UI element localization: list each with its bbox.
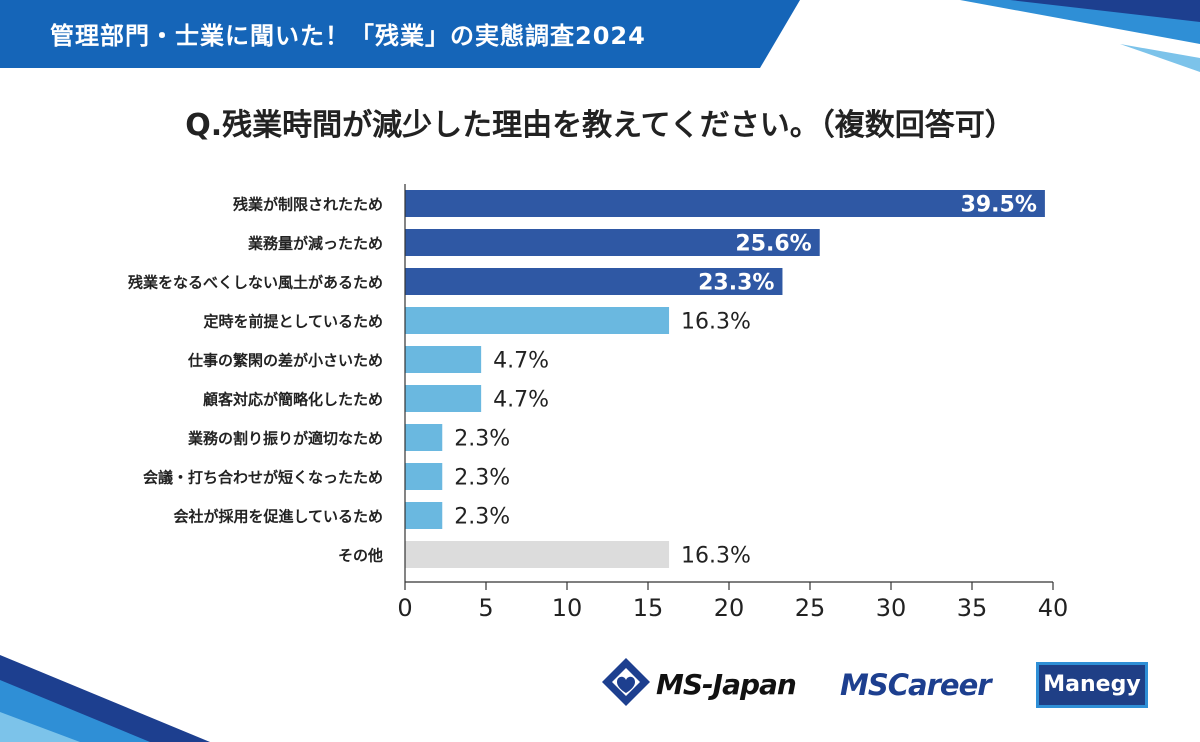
bar — [405, 268, 783, 295]
value-label: 2.3% — [454, 466, 510, 491]
x-tick-label: 5 — [478, 594, 493, 622]
value-label: 4.7% — [493, 388, 549, 413]
bar — [405, 190, 1045, 217]
bar — [405, 229, 820, 256]
x-tick-label: 10 — [552, 594, 583, 622]
header-banner — [0, 0, 800, 68]
category-label: その他 — [338, 547, 383, 565]
top-right-stripe-accent — [1120, 44, 1200, 72]
value-label: 23.3% — [698, 271, 774, 296]
value-label: 25.6% — [735, 232, 811, 257]
bar — [405, 463, 443, 490]
value-label: 16.3% — [681, 310, 751, 335]
category-label: 会社が採用を促進しているため — [173, 508, 383, 526]
x-tick-label: 15 — [633, 594, 664, 622]
category-label: 会議・打ち合わせが短くなったため — [143, 469, 383, 487]
x-tick-label: 0 — [397, 594, 412, 622]
ms-japan-logo-icon — [602, 658, 650, 706]
logo-row: MS-Japan MSCareer Manegy — [600, 656, 1160, 716]
ms-japan-logo-text: MS-Japan — [656, 668, 797, 701]
header-title: 管理部門・士業に聞いた！「残業」の実態調査2024 — [50, 22, 646, 50]
value-label: 39.5% — [961, 193, 1037, 218]
manegy-logo: Manegy — [1036, 662, 1148, 708]
category-label: 業務の割り振りが適切なため — [187, 430, 383, 448]
bar — [405, 502, 443, 529]
value-label: 4.7% — [493, 349, 549, 374]
category-label: 顧客対応が簡略化したため — [203, 391, 383, 409]
x-tick-label: 25 — [795, 594, 826, 622]
x-tick-label: 35 — [957, 594, 988, 622]
category-label: 残業をなるべくしない風土があるため — [128, 274, 383, 292]
bar — [405, 346, 482, 373]
ms-career-logo-text: MSCareer — [840, 668, 992, 702]
category-label: 業務量が減ったため — [247, 235, 383, 253]
bar-chart: 残業が制限されたため 39.5% 業務量が減ったため 25.6% 残業をなるべくしない風… — [128, 184, 1069, 622]
x-tick-label: 40 — [1038, 594, 1069, 622]
top-right-stripe-dark — [1010, 0, 1200, 22]
category-label: 残業が制限されたため — [233, 196, 383, 214]
value-label: 2.3% — [454, 505, 510, 530]
bottom-left-stripe-accent — [0, 712, 80, 742]
category-label: 仕事の繁閑の差が小さいため — [187, 352, 383, 370]
bar — [405, 307, 670, 334]
x-tick-label: 30 — [876, 594, 907, 622]
question-title: Q.残業時間が減少した理由を教えてください。（複数回答可） — [185, 108, 1015, 143]
bar — [405, 424, 443, 451]
x-tick-label: 20 — [714, 594, 745, 622]
bar — [405, 541, 670, 568]
value-label: 16.3% — [681, 544, 751, 569]
category-label: 定時を前提としているため — [203, 313, 383, 331]
bar — [405, 385, 482, 412]
value-label: 2.3% — [454, 427, 510, 452]
